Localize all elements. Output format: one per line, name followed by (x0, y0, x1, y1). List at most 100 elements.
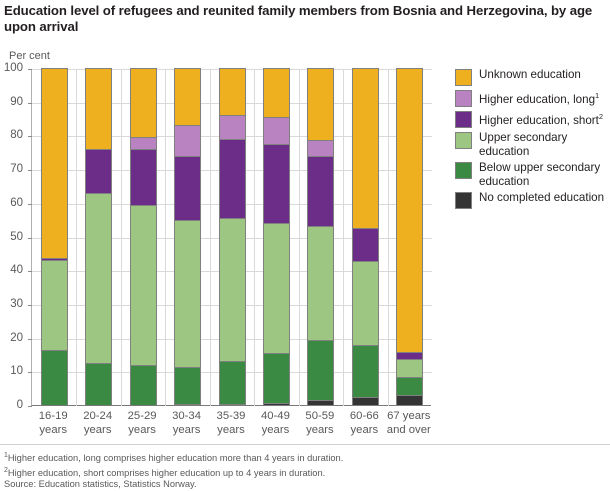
bar-segment[interactable] (174, 125, 202, 156)
source-note: Source: Education statistics, Statistics… (4, 479, 197, 490)
bar-segment[interactable] (262, 352, 290, 404)
legend-footnote-marker: 1 (595, 91, 600, 100)
bar-segment[interactable] (307, 155, 335, 227)
legend-color-swatch (455, 90, 472, 107)
x-axis-tick-label: 60-66 years (349, 410, 379, 436)
legend-color-swatch (455, 132, 472, 149)
bar-segment[interactable] (174, 155, 202, 220)
bar-segment[interactable] (307, 68, 335, 141)
bar-segment[interactable] (307, 226, 335, 340)
y-axis-tick-label: 80 (10, 129, 23, 142)
bar-segment[interactable] (129, 365, 157, 405)
bar-segment[interactable] (129, 137, 157, 149)
bar-stack[interactable] (262, 68, 290, 405)
legend-item-label: Higher education, long1 (479, 91, 600, 106)
x-axis-tick-label: 67 years and over (386, 410, 431, 436)
y-axis-tick-label: 20 (10, 331, 23, 344)
bar-segment[interactable] (307, 140, 335, 156)
gridline (32, 405, 432, 406)
bar-segment[interactable] (129, 148, 157, 205)
legend-item[interactable]: Below upper secondary education (455, 161, 607, 188)
bar-segment[interactable] (262, 116, 290, 144)
bar-stack[interactable] (85, 68, 113, 405)
bar-segment[interactable] (262, 223, 290, 353)
category-separator (343, 69, 344, 406)
bar-segment[interactable] (307, 399, 335, 405)
bar-segment[interactable] (351, 397, 379, 405)
bar-segment[interactable] (218, 404, 246, 405)
footnote-2-text: Higher education, short comprises higher… (7, 467, 326, 478)
category-separator (210, 69, 211, 406)
y-axis-tick (28, 102, 32, 104)
bar-segment[interactable] (307, 339, 335, 400)
legend-item[interactable]: Higher education, long1 (455, 89, 607, 107)
legend-item[interactable]: No completed education (455, 191, 607, 210)
legend-item-label: No completed education (479, 191, 605, 205)
bar-segment[interactable] (396, 68, 424, 352)
bar-segment[interactable] (85, 192, 113, 364)
bar-segment[interactable] (262, 403, 290, 405)
bar-segment[interactable] (40, 260, 68, 351)
bar-segment[interactable] (218, 115, 246, 139)
bar-segment[interactable] (218, 138, 246, 218)
page-title: Education level of refugees and reunited… (4, 3, 593, 34)
bar-segment[interactable] (396, 358, 424, 378)
y-axis-tick-label: 40 (10, 264, 23, 277)
bar-segment[interactable] (351, 228, 379, 261)
bar-segment[interactable] (85, 148, 113, 193)
bar-stack[interactable] (129, 68, 157, 405)
legend-footnote-marker: 2 (598, 112, 604, 121)
bar-segment[interactable] (129, 204, 157, 366)
bar-segment[interactable] (262, 68, 290, 117)
bar-segment[interactable] (218, 217, 246, 362)
legend-item[interactable]: Unknown education (455, 68, 607, 86)
y-axis-tick (28, 304, 32, 306)
bar-segment[interactable] (218, 68, 246, 116)
bar-segment[interactable] (85, 68, 113, 149)
category-separator (254, 69, 255, 406)
category-separator (388, 69, 389, 406)
bar-segment[interactable] (129, 68, 157, 138)
x-axis-tick-label: 50-59 years (305, 410, 335, 436)
bar-segment[interactable] (174, 404, 202, 405)
category-separator (165, 69, 166, 406)
bar-segment[interactable] (174, 367, 202, 404)
y-axis-tick (28, 203, 32, 205)
bar-stack[interactable] (307, 68, 335, 405)
footnote-2: 2Higher education, short comprises highe… (4, 465, 604, 480)
legend-color-swatch (455, 69, 472, 86)
category-separator (121, 69, 122, 406)
bar-segment[interactable] (396, 377, 424, 395)
y-axis-tick (28, 338, 32, 340)
chart-legend: Unknown education Higher education, long1… (455, 68, 607, 212)
bar-segment[interactable] (40, 68, 68, 259)
bar-segment[interactable] (351, 344, 379, 398)
bar-stack[interactable] (40, 68, 68, 405)
bar-segment[interactable] (218, 361, 246, 404)
plot-area (28, 68, 432, 407)
y-axis-tick-label: 30 (10, 297, 23, 310)
bar-segment[interactable] (85, 363, 113, 405)
category-separator (299, 69, 300, 406)
legend-item-label: Higher education, short2 (479, 112, 604, 127)
bar-segment[interactable] (174, 219, 202, 368)
bar-segment[interactable] (396, 394, 424, 405)
bar-segment[interactable] (40, 258, 68, 261)
y-axis-tick-label: 70 (10, 163, 23, 176)
bar-stack[interactable] (218, 68, 246, 405)
bar-segment[interactable] (40, 350, 68, 405)
legend-color-swatch (455, 192, 472, 210)
y-axis-unit-label: Per cent (9, 50, 50, 62)
bar-stack[interactable] (351, 68, 379, 405)
bar-segment[interactable] (174, 68, 202, 126)
bar-segment[interactable] (396, 351, 424, 359)
legend-item-label: Below upper secondary education (479, 161, 601, 188)
bar-stack[interactable] (396, 68, 424, 405)
legend-item[interactable]: Higher education, short2 (455, 110, 607, 128)
bar-segment[interactable] (262, 143, 290, 224)
bar-segment[interactable] (351, 260, 379, 345)
bar-segment[interactable] (351, 68, 379, 229)
footnote-1-text: Higher education, long comprises higher … (7, 453, 344, 464)
legend-item[interactable]: Upper secondary education (455, 131, 607, 158)
bar-stack[interactable] (174, 68, 202, 405)
